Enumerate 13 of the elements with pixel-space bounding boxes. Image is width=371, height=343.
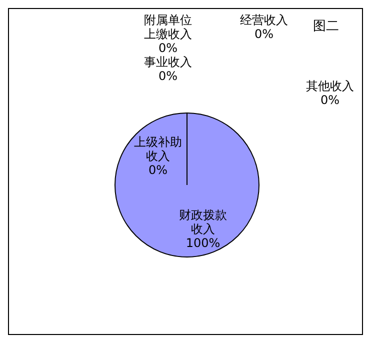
- text: 0%: [320, 93, 340, 107]
- category-label: 事业收入: [144, 55, 192, 69]
- text: 0%: [158, 41, 178, 55]
- data-label: 100%: [186, 236, 220, 250]
- text: 0%: [158, 69, 178, 83]
- category-label: 经营收入: [240, 13, 288, 27]
- text: 图二: [313, 19, 339, 34]
- text: 0%: [254, 27, 274, 41]
- category-label: 上级补助收入: [134, 135, 182, 163]
- category-label: 其他收入: [306, 79, 354, 93]
- text: 0%: [148, 163, 168, 177]
- slice-label: 财政拨款收入: [179, 208, 227, 236]
- category-label: 附属单位上缴收入: [144, 13, 192, 41]
